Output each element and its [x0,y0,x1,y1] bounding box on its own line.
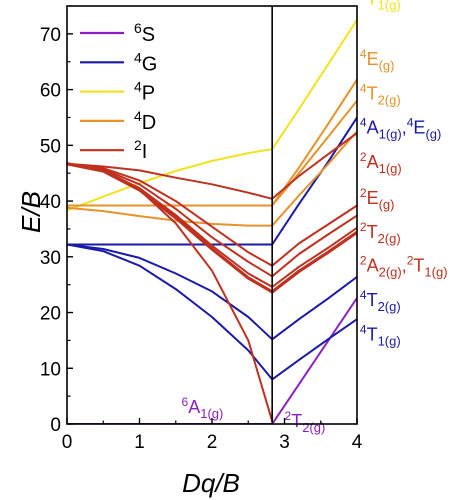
y-axis-label: E/B [16,191,46,233]
y-tick-label: 60 [40,81,61,102]
series-line-2 [67,243,357,381]
series-line-10 [67,132,357,200]
y-tick-label: 40 [40,192,61,213]
term-label: 2E(g) [360,186,395,212]
series-line-14 [67,162,357,294]
legend-label: 6S [134,20,155,46]
y-tick-label: 70 [40,25,61,46]
y-tick-label: 0 [50,415,61,436]
y-tick-label: 10 [40,359,61,380]
x-tick-label: 3 [279,432,290,453]
term-label: 4A1(g),4E(g) [360,116,441,142]
y-tick-label: 50 [40,136,61,157]
y-tick-label: 30 [40,248,61,269]
legend-label: 4P [134,79,155,105]
term-label: 4E(g) [360,47,395,73]
term-label: 2A1(g) [360,150,402,176]
term-label: 2A2(g),2T1(g) [360,253,448,279]
series-line-11 [67,162,357,267]
term-label: 4T2(g) [360,288,401,314]
term-label: 6A1(g) [182,395,224,421]
legend-label: 2I [134,137,147,163]
series-line-6 [67,130,357,227]
series-line-12 [67,162,357,278]
legend-label: 4D [134,108,156,134]
x-tick-label: 4 [352,432,363,453]
term-label: 4T1(g) [360,0,401,12]
x-tick-label: 0 [62,432,73,453]
x-axis-label: Dq/B [182,468,240,498]
term-label: 2T2(g) [360,220,401,246]
x-tick-label: 2 [207,432,218,453]
legend-label: 4G [134,49,157,75]
annotations: 4T1(g) 4E(g) 4T2(g) 4A1(g),4E(g) 2A1(g) 2E(g)… [182,0,448,435]
series-line-5 [67,18,357,212]
term-label: 4T1(g) [360,322,401,348]
series-layer [67,18,357,424]
legend: 6S 4G 4P 4D 2I [80,20,157,163]
y-tick-label: 20 [40,304,61,325]
term-label: 4T2(g) [360,82,401,108]
series-line-8 [67,78,357,207]
x-tick-label: 1 [134,432,145,453]
